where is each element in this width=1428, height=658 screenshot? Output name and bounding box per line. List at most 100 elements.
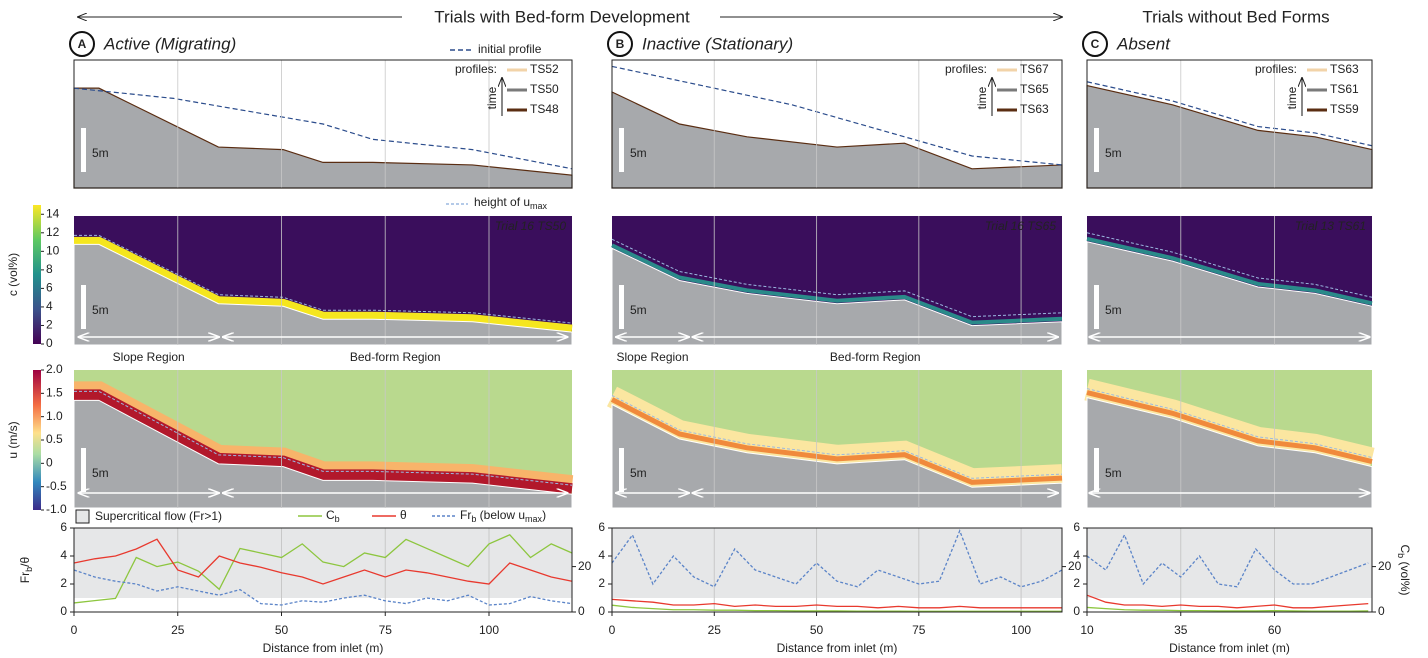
snapshot-label: Trial 16 TS50 <box>495 219 566 233</box>
panel-letter-circle <box>607 31 633 57</box>
scale-label: 5m <box>92 146 109 160</box>
y-axis-label-part: /θ <box>18 557 32 567</box>
x-tick-label: 100 <box>1011 623 1031 637</box>
frame <box>1086 59 1373 189</box>
colorbar-tick-label: 6 <box>46 281 53 295</box>
x-tick-label: 50 <box>810 623 824 637</box>
profiles-label: profiles: <box>945 62 987 76</box>
scale-label: 5m <box>92 466 109 480</box>
umax-line <box>74 390 573 486</box>
umax-legend-part: height of u <box>474 195 530 209</box>
x-tick-label: 75 <box>379 623 393 637</box>
scale-label: 5m <box>92 303 109 317</box>
scale-label: 5m <box>1105 466 1122 480</box>
y2-tick-label: 20 <box>1068 559 1082 573</box>
frame <box>611 527 1063 613</box>
y2-axis-label: Cb (vol%) <box>1396 544 1412 595</box>
velocity-band <box>1086 390 1373 465</box>
scale-bar <box>81 285 86 329</box>
legend-label-part: b <box>335 514 340 524</box>
panel-letter-circle <box>69 31 95 57</box>
x-tick-label: 0 <box>71 623 78 637</box>
scale-label: 5m <box>1105 146 1122 160</box>
scale-label: 5m <box>1105 303 1122 317</box>
legend-label-part: (below u <box>476 508 525 522</box>
y-tick-label: 6 <box>60 520 67 534</box>
scale-bar <box>619 285 624 329</box>
y-axis-label-part: b <box>24 567 34 572</box>
initial-profile <box>611 65 1063 166</box>
y2-axis-label-part: (vol%) <box>1398 558 1412 595</box>
concentration-band <box>611 243 1063 325</box>
colorbar-tick-label: 10 <box>46 244 60 258</box>
profile-label: TS48 <box>530 102 559 116</box>
profile-label: TS50 <box>530 82 559 96</box>
colorbar-tick-label: 4 <box>46 299 53 313</box>
concentration-band <box>74 236 573 334</box>
colorbar-tick-label: 8 <box>46 262 53 276</box>
legend-shade <box>75 509 90 524</box>
profiles-label: profiles: <box>455 62 497 76</box>
umax-line <box>74 234 573 324</box>
colorbar-tick-label: 12 <box>46 225 60 239</box>
colorbar-tick-label: -0.5 <box>46 479 67 493</box>
x-axis-label: Distance from inlet (m) <box>777 641 898 655</box>
scale-bar <box>81 128 86 172</box>
y-tick-label: 4 <box>60 548 67 562</box>
time-label: time <box>975 86 989 109</box>
velocity-band-outer <box>606 386 1063 491</box>
colorbar-tick-label: -1.0 <box>46 502 67 516</box>
y-axis-label: Frb/θ <box>18 557 34 584</box>
bed <box>73 243 573 346</box>
umax-line <box>1086 388 1373 459</box>
profile-label: TS61 <box>1330 82 1359 96</box>
x-tick-label: 35 <box>1174 623 1188 637</box>
series-line <box>611 604 1062 612</box>
snapshot-label: Trial 13 TS61 <box>1295 219 1366 233</box>
frame <box>611 59 1063 189</box>
colorbar-tick-label: 14 <box>46 206 60 220</box>
profile-label: TS67 <box>1020 62 1049 76</box>
legend-label-part: C <box>326 508 335 522</box>
umax-line <box>1086 232 1373 298</box>
y-tick-label: 0 <box>1073 604 1080 618</box>
y-tick-label: 6 <box>598 520 605 534</box>
panel-letter: C <box>1091 37 1100 51</box>
x-tick-label: 60 <box>1268 623 1282 637</box>
snapshot-label: Trial 16 TS65 <box>985 219 1056 233</box>
panel-title: Active (Migrating) <box>103 34 236 53</box>
x-tick-label: 75 <box>912 623 926 637</box>
x-tick-label: 0 <box>609 623 616 637</box>
panel-letter: B <box>616 37 625 51</box>
x-tick-label: 10 <box>1080 623 1094 637</box>
supercritical-shade <box>612 528 1062 598</box>
colorbar-tick-label: 0 <box>46 336 53 350</box>
y-axis-label-part: Fr <box>18 572 32 583</box>
colorbar-tick-label: 0.5 <box>46 432 63 446</box>
region-label: Bed-form Region <box>830 350 921 364</box>
x-tick-label: 100 <box>479 623 499 637</box>
panel-title: Inactive (Stationary) <box>642 34 793 53</box>
y-tick-label: 4 <box>598 548 605 562</box>
scale-bar <box>81 448 86 492</box>
frame <box>73 59 573 189</box>
series-line <box>1086 594 1369 609</box>
colorbar-tick-label: 2 <box>46 318 53 332</box>
y-tick-label: 2 <box>1073 576 1080 590</box>
umax-legend: height of umax <box>474 195 548 211</box>
legend-label: Cb <box>326 508 340 524</box>
frame <box>73 527 573 613</box>
colorbar-tick-label: 2.0 <box>46 362 63 376</box>
scale-bar <box>1094 448 1099 492</box>
umax-legend-part: max <box>530 201 548 211</box>
colorbar <box>33 205 41 344</box>
scale-bar <box>619 448 624 492</box>
y-tick-label: 0 <box>598 604 605 618</box>
legend-label: Supercritical flow (Fr>1) <box>95 509 222 523</box>
legend-label-part: θ <box>400 508 407 522</box>
series-line <box>611 598 1062 609</box>
series-line <box>1086 606 1369 612</box>
region-label: Slope Region <box>113 350 185 364</box>
bed <box>611 247 1063 346</box>
y-tick-label: 2 <box>598 576 605 590</box>
